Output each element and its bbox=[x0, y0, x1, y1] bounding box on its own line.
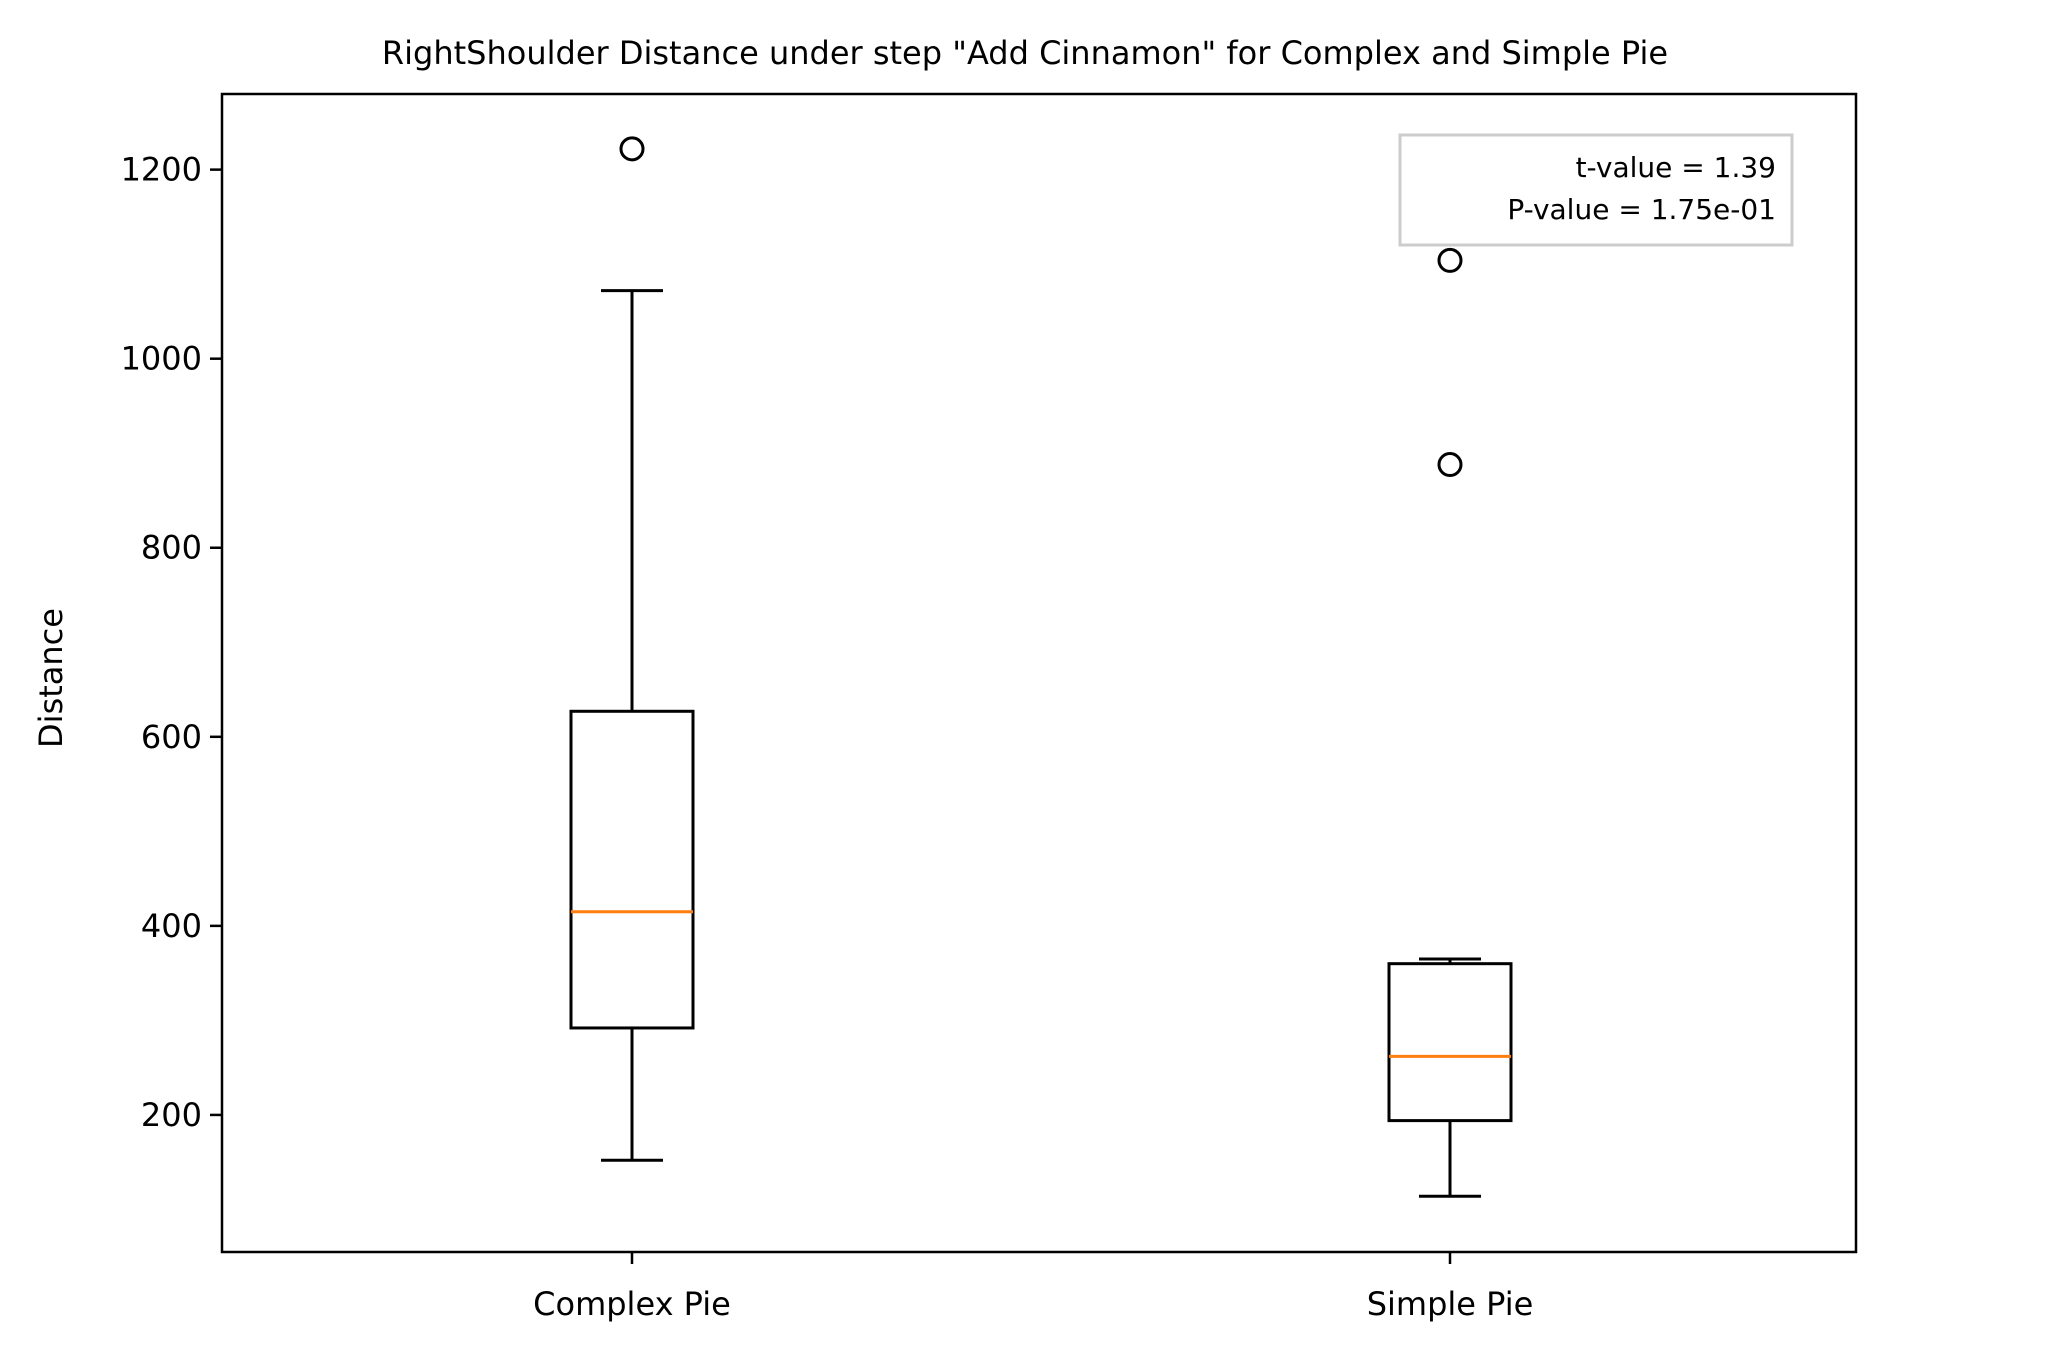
y-axis-label: Distance bbox=[32, 608, 70, 748]
box-iqr bbox=[1387, 962, 1513, 1123]
stats-annotation: t-value = 1.39 P-value = 1.75e-01 bbox=[1398, 133, 1794, 247]
p-value-label: P-value = 1.75e-01 bbox=[1507, 193, 1776, 226]
outlier-point bbox=[1437, 247, 1463, 273]
plot-area: 200 400 600 800 1000 1200 Complex Pie Simple Pi… bbox=[121, 136, 1534, 1323]
outlier-point bbox=[619, 136, 645, 162]
x-tick-label: Simple Pie bbox=[1367, 1285, 1534, 1323]
outlier-point bbox=[1437, 452, 1463, 478]
chart-title: RightShoulder Distance under step "Add C… bbox=[382, 34, 1668, 72]
y-tick-label: 800 bbox=[141, 529, 202, 567]
y-tick-label: 1000 bbox=[121, 340, 202, 378]
y-tick-label: 400 bbox=[141, 907, 202, 945]
y-tick-label: 200 bbox=[141, 1096, 202, 1134]
stats-annotation-box bbox=[1398, 133, 1794, 247]
box-iqr bbox=[569, 709, 695, 1030]
y-tick-label: 1200 bbox=[121, 151, 202, 189]
y-tick-label: 600 bbox=[141, 718, 202, 756]
t-value-label: t-value = 1.39 bbox=[1576, 151, 1776, 184]
x-tick-label: Complex Pie bbox=[533, 1285, 731, 1323]
plot-frame bbox=[220, 92, 1858, 1254]
